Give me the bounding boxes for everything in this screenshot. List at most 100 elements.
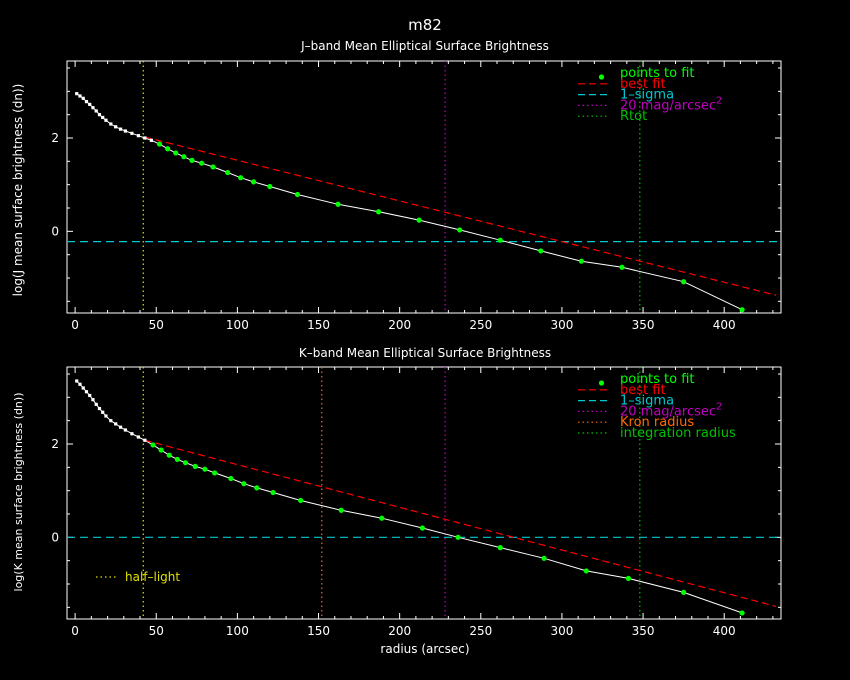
x-tick-label: 400 — [713, 624, 736, 638]
profile-point — [104, 414, 108, 418]
profile-point — [78, 382, 82, 386]
fit-point — [241, 481, 247, 487]
fit-point — [212, 470, 218, 476]
profile-point — [143, 438, 147, 442]
fit-point — [251, 179, 257, 185]
profile-point — [91, 106, 95, 110]
profile-point — [136, 435, 140, 439]
x-tick-label: 200 — [388, 318, 411, 332]
profile-point — [143, 136, 147, 140]
j-band-panel: J–band Mean Elliptical Surface Brightnes… — [11, 39, 782, 332]
fit-point — [457, 227, 463, 233]
k-band-ylabel: log(K mean surface brightness (dn)) — [12, 393, 25, 592]
profile-point — [78, 94, 82, 98]
x-tick-label: 0 — [71, 318, 79, 332]
profile-line — [76, 380, 743, 614]
fit-point — [156, 141, 163, 147]
fit-point — [583, 568, 589, 574]
profile-point — [88, 393, 92, 398]
y-tick-label: 0 — [51, 224, 59, 238]
profile-point — [149, 138, 153, 142]
profile-point — [109, 419, 113, 423]
fit-point — [228, 475, 234, 482]
fit-point — [541, 555, 547, 561]
fit-point — [335, 201, 341, 207]
legend-label: 1–sigma — [620, 394, 674, 409]
fit-point — [173, 150, 179, 156]
profile-point — [81, 386, 85, 390]
profile-point — [81, 96, 85, 100]
profile-point — [75, 92, 79, 96]
legend-marker — [598, 74, 605, 80]
fit-point — [739, 307, 745, 313]
fit-point — [254, 485, 260, 491]
profile-point — [130, 131, 134, 135]
profile-point — [114, 422, 118, 426]
profile-point — [136, 134, 140, 138]
fit-point — [681, 279, 687, 285]
j-band-title: J–band Mean Elliptical Surface Brightnes… — [300, 39, 549, 53]
legend-label: points to fit — [620, 66, 695, 81]
fit-point — [455, 534, 461, 540]
legend-label: best fit — [620, 383, 666, 398]
y-tick-label: 2 — [51, 131, 59, 145]
axes-frame — [66, 60, 782, 314]
profile-point — [123, 428, 128, 432]
fit-point — [150, 442, 156, 448]
legend-label: best fit — [620, 77, 666, 92]
fit-point — [538, 248, 544, 254]
x-axis-label: radius (arcsec) — [380, 642, 469, 656]
profile-point — [94, 109, 98, 113]
x-tick-label: 250 — [469, 624, 492, 638]
profile-point — [75, 379, 79, 383]
profile-point — [97, 113, 102, 117]
fit-point — [182, 460, 189, 466]
legend-label: integration radius — [620, 426, 736, 441]
j-band-plot-area: 0 50 100 150 200 250 300 350 400 0 2 — [51, 60, 782, 332]
fit-point — [192, 463, 198, 469]
j-band-ylabel: log(J mean surface brightness (dn)) — [11, 84, 25, 297]
fit-point — [225, 169, 231, 176]
profile-point — [130, 432, 134, 436]
profile-point — [118, 127, 123, 131]
x-tick-label: 100 — [226, 624, 249, 638]
fit-point — [497, 237, 503, 243]
x-tick-label: 50 — [149, 318, 164, 332]
profile-point — [101, 410, 105, 414]
legend-marker — [598, 380, 605, 386]
x-tick-label: 200 — [388, 624, 411, 638]
fit-point — [199, 160, 205, 166]
legend-label: 20 mag/arcsec2 — [620, 95, 722, 113]
profile-point — [109, 122, 113, 126]
profile-point — [84, 390, 89, 394]
x-tick-label: 350 — [632, 318, 655, 332]
fit-point — [189, 157, 195, 163]
best-fit-line — [144, 439, 777, 607]
profile-point — [97, 406, 102, 411]
x-tick-label: 150 — [307, 318, 330, 332]
x-tick-label: 300 — [550, 318, 573, 332]
fit-point — [298, 497, 304, 504]
legend-label: points to fit — [620, 372, 695, 387]
best-fit-line — [144, 136, 777, 296]
fit-point — [174, 456, 180, 462]
k-band-title: K–band Mean Elliptical Surface Brightnes… — [299, 346, 551, 360]
y-tick-label: 0 — [51, 530, 59, 544]
fit-point — [210, 164, 216, 170]
x-tick-label: 0 — [71, 624, 79, 638]
fit-point — [619, 264, 625, 270]
fit-point — [419, 525, 425, 531]
figure-title: m82 — [408, 16, 442, 34]
k-band-plot-area: 0 50 100 150 200 250 300 350 400 0 2 — [51, 366, 782, 638]
fit-point — [165, 146, 171, 152]
profile-line — [76, 93, 743, 311]
fit-point — [267, 183, 273, 190]
profile-point — [114, 125, 118, 129]
axes-frame — [66, 366, 782, 620]
profile-point — [104, 118, 108, 122]
x-tick-label: 50 — [149, 624, 164, 638]
fit-point — [338, 507, 344, 513]
